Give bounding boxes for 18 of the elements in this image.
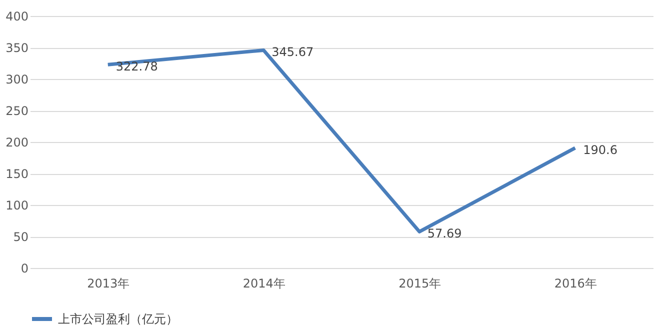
y-tick-label: 400 — [6, 10, 28, 24]
data-label: 322.78 — [116, 60, 158, 74]
y-tick-label: 100 — [6, 198, 28, 212]
data-label: 57.69 — [427, 226, 462, 241]
y-tick-label: 250 — [6, 104, 28, 118]
y-tick-label: 150 — [6, 167, 28, 181]
y-tick-label: 200 — [6, 136, 28, 150]
legend-label: 上市公司盈利（亿元） — [58, 312, 178, 326]
x-tick-label: 2015年 — [398, 276, 442, 290]
x-tick-label: 2014年 — [242, 276, 286, 290]
x-tick-label: 2016年 — [554, 276, 597, 290]
data-label: 345.67 — [272, 45, 314, 60]
y-tick-label: 350 — [6, 41, 28, 55]
y-tick-label: 300 — [6, 72, 28, 86]
data-label: 190.6 — [583, 142, 618, 157]
y-tick-label: 50 — [13, 230, 28, 244]
x-tick-label: 2013年 — [87, 276, 130, 290]
y-tick-label: 0 — [20, 262, 28, 276]
